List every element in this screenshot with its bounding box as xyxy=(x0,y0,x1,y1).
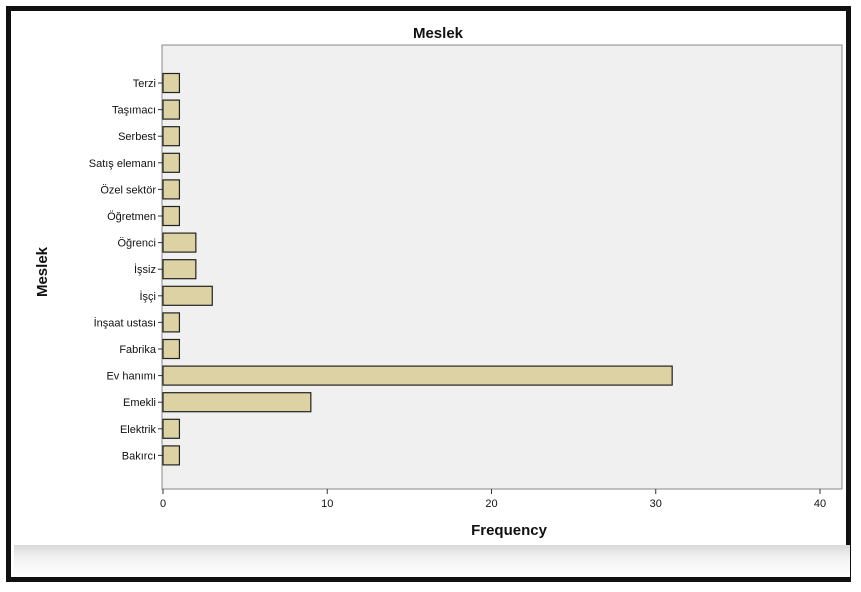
bar xyxy=(162,445,181,466)
y-tick-label: Öğrenci xyxy=(117,238,156,250)
x-tick-label: 40 xyxy=(814,498,826,510)
bar xyxy=(162,72,181,94)
bar xyxy=(162,126,181,147)
y-tick-label: Fabrika xyxy=(119,344,157,356)
y-tick-label: İşçi xyxy=(140,290,157,303)
y-tick-label: Taşımacı xyxy=(112,105,156,117)
bar xyxy=(162,259,197,280)
y-tick-label: Elektrik xyxy=(120,424,157,436)
bottom-strip xyxy=(14,545,850,577)
x-tick-label: 20 xyxy=(485,498,497,510)
bar xyxy=(162,418,181,439)
bar xyxy=(162,392,312,413)
x-axis-title: Frequency xyxy=(471,522,548,539)
y-tick-label: Satış elemanı xyxy=(89,158,156,170)
y-tick-label: Serbest xyxy=(118,131,156,143)
y-tick-label: Öğretmen xyxy=(107,211,156,223)
y-tick-label: Emekli xyxy=(123,397,156,409)
chart-title: Meslek xyxy=(413,25,464,42)
x-tick-label: 10 xyxy=(321,498,333,510)
y-tick-label: İşsiz xyxy=(134,263,156,276)
bar xyxy=(162,365,673,386)
y-tick-label: Özel sektör xyxy=(100,184,156,196)
bar xyxy=(162,232,197,253)
bar xyxy=(162,99,181,120)
y-ticks: Terzi Taşımacı Serbest Satış elemanı Özel se… xyxy=(89,78,163,462)
x-tick-label: 30 xyxy=(650,498,662,510)
y-tick-label: Bakırcı xyxy=(122,450,156,462)
y-tick-label: Terzi xyxy=(133,78,156,90)
x-tick-label: 0 xyxy=(160,498,166,510)
bar xyxy=(162,285,213,306)
bars-layer xyxy=(162,72,673,466)
bar xyxy=(162,338,181,360)
bar xyxy=(162,312,181,333)
bar xyxy=(162,152,181,173)
x-ticks: 0 10 20 30 40 xyxy=(160,489,826,510)
bar xyxy=(162,205,181,227)
y-tick-label: İnşaat ustası xyxy=(94,316,156,329)
bar xyxy=(162,179,181,200)
plot-area xyxy=(161,44,843,490)
y-axis-title: Meslek xyxy=(34,246,51,297)
y-tick-label: Ev hanımı xyxy=(106,371,156,383)
